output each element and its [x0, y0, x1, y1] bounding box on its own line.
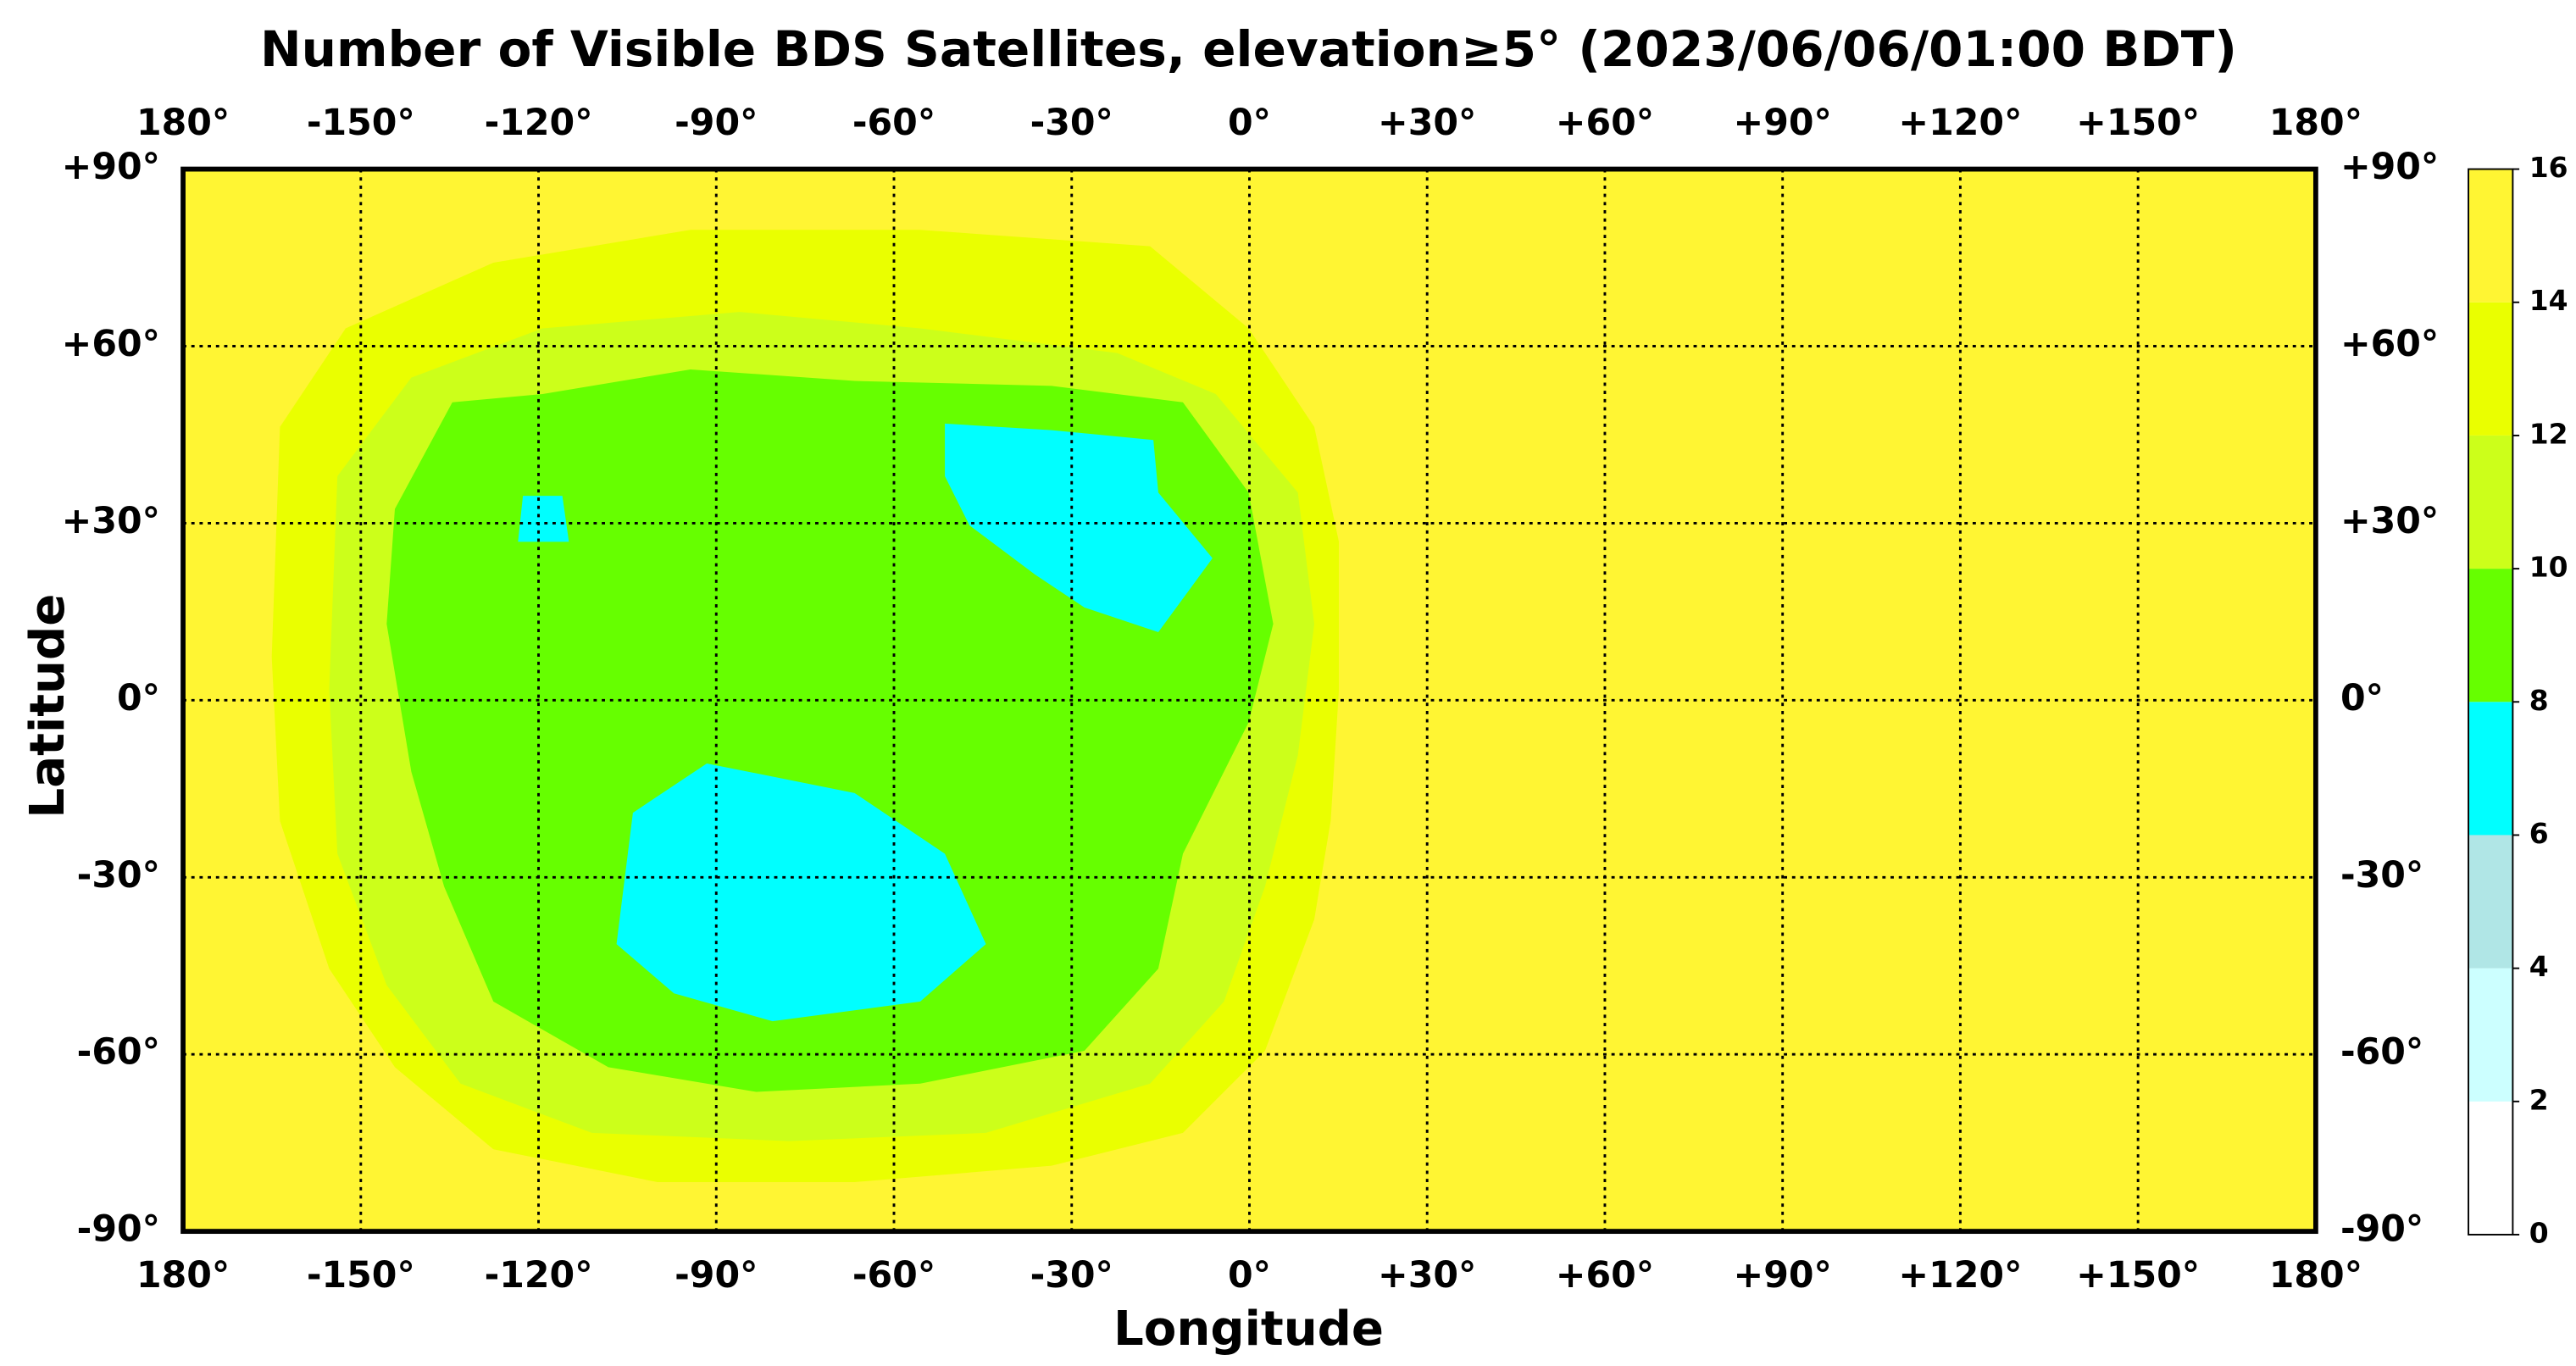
y-tick-label-right: +90°: [2340, 146, 2439, 188]
x-tick-label-top: +60°: [1556, 102, 1654, 144]
x-tick-label-top: 0°: [1228, 102, 1271, 144]
colorbar-tick-label: 16: [2529, 151, 2568, 184]
x-tick-label: +150°: [2076, 1254, 2200, 1297]
x-tick-label: -150°: [307, 1254, 415, 1297]
x-tick-label-top: +90°: [1734, 102, 1832, 144]
x-tick-label: -120°: [485, 1254, 593, 1297]
x-tick-label: +60°: [1556, 1254, 1654, 1297]
y-tick-label: +60°: [62, 323, 160, 365]
colorbar-level: [2468, 1101, 2513, 1235]
colorbar-tick-label: 4: [2529, 950, 2549, 983]
colorbar-level: [2468, 569, 2513, 702]
y-axis-label: Latitude: [20, 594, 75, 819]
x-tick-label: -60°: [852, 1254, 935, 1297]
x-tick-label: -30°: [1030, 1254, 1113, 1297]
y-tick-label-right: 0°: [2340, 677, 2384, 719]
y-tick-label: -90°: [77, 1208, 160, 1251]
x-tick-label: 0°: [1228, 1254, 1271, 1297]
colorbar-tick-label: 0: [2529, 1217, 2549, 1250]
coverage-field: [183, 169, 2316, 1232]
x-tick-label-top: -120°: [485, 102, 593, 144]
colorbar-tick-label: 12: [2529, 417, 2568, 450]
colorbar-level: [2468, 169, 2513, 303]
colorbar-tick-label: 10: [2529, 551, 2568, 584]
region: [945, 423, 1213, 632]
colorbar-tick-label: 2: [2529, 1083, 2549, 1116]
x-tick-label-top: +30°: [1378, 102, 1476, 144]
y-tick-label-right: -90°: [2340, 1208, 2423, 1251]
x-axis-label: Longitude: [1113, 1302, 1384, 1357]
x-tick-label: +120°: [1898, 1254, 2022, 1297]
x-tick-label-top: +120°: [1898, 102, 2022, 144]
colorbar-level: [2468, 435, 2513, 569]
x-tick-label: +30°: [1378, 1254, 1476, 1297]
y-tick-label-right: +60°: [2340, 323, 2439, 365]
colorbar-tick-label: 6: [2529, 817, 2549, 850]
colorbar-level: [2468, 835, 2513, 969]
x-tick-label: +90°: [1734, 1254, 1832, 1297]
x-tick-label-top: 180°: [2269, 102, 2362, 144]
x-tick-label-top: 180°: [136, 102, 230, 144]
y-tick-label-right: -60°: [2340, 1031, 2423, 1074]
y-tick-label-right: +30°: [2340, 500, 2439, 542]
chart-title: Number of Visible BDS Satellites, elevat…: [260, 20, 2237, 78]
colorbar-tick-label: 14: [2529, 284, 2568, 317]
y-tick-label: -30°: [77, 854, 160, 897]
region: [518, 496, 569, 542]
colorbar-level: [2468, 968, 2513, 1102]
x-tick-label-top: -30°: [1030, 102, 1113, 144]
x-tick-label: -90°: [675, 1254, 758, 1297]
y-tick-label: 0°: [117, 677, 160, 719]
x-tick-label-top: -60°: [852, 102, 935, 144]
x-tick-label: 180°: [2269, 1254, 2362, 1297]
colorbar-tick-label: 8: [2529, 684, 2549, 717]
x-tick-label: 180°: [136, 1254, 230, 1297]
y-tick-label: -60°: [77, 1031, 160, 1074]
colorbar-level: [2468, 702, 2513, 836]
y-tick-label: +90°: [62, 146, 160, 188]
x-tick-label-top: -150°: [307, 102, 415, 144]
plot-frame: [180, 166, 2318, 1235]
colorbar-level: [2468, 302, 2513, 436]
y-tick-label: +30°: [62, 500, 160, 542]
x-tick-label-top: +150°: [2076, 102, 2200, 144]
colorbar: 0 2 4 6 8 10 12 14 16: [2468, 151, 2568, 1250]
x-tick-label-top: -90°: [675, 102, 758, 144]
y-tick-label-right: -30°: [2340, 854, 2423, 897]
